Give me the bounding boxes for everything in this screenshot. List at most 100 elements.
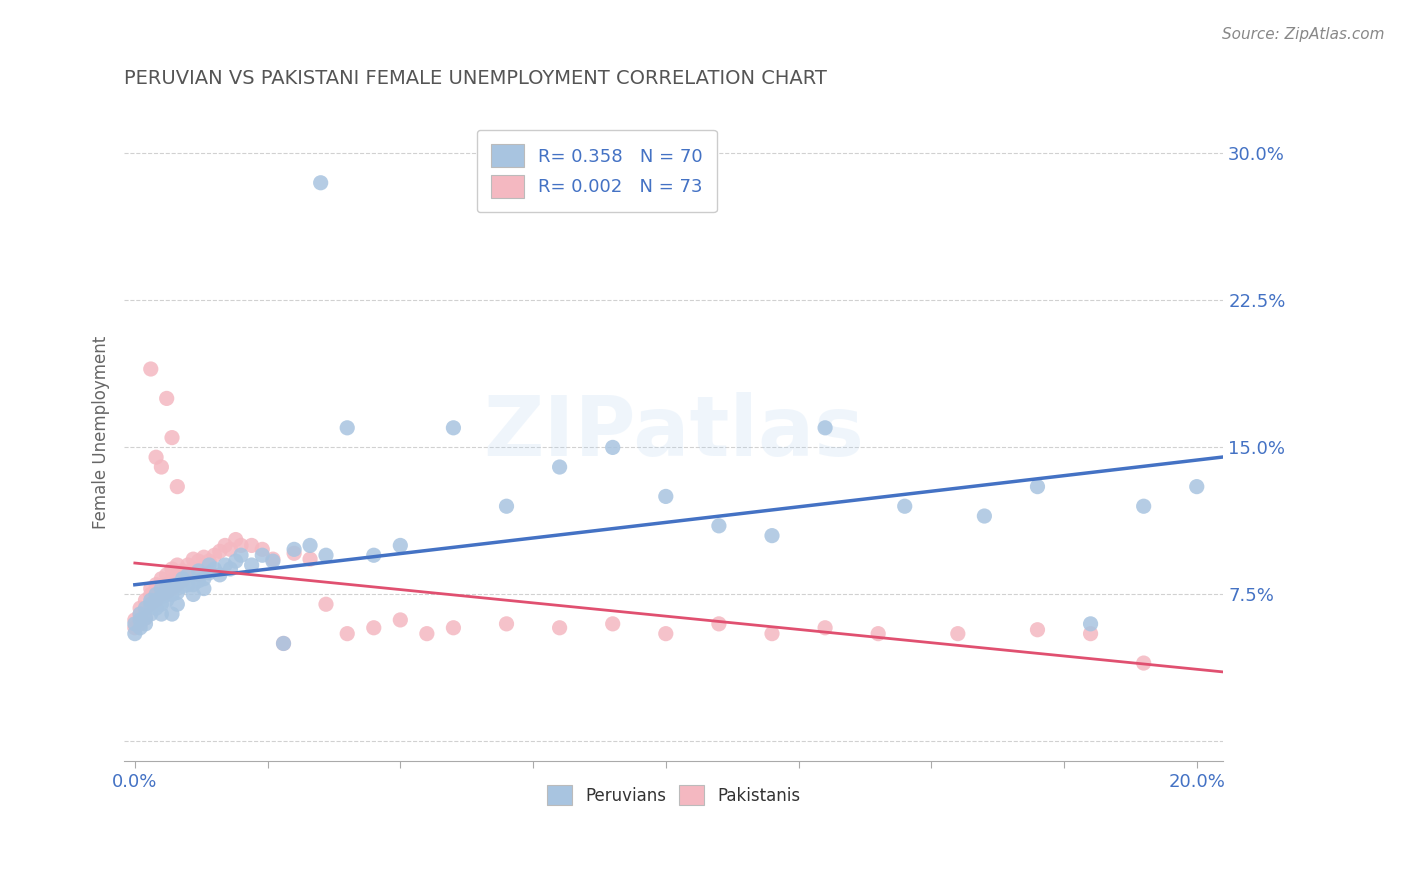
Point xyxy=(177,567,200,582)
Point xyxy=(973,509,995,524)
Point xyxy=(150,597,173,611)
Point xyxy=(299,552,322,566)
Point xyxy=(187,554,209,568)
Point xyxy=(240,538,263,552)
Point xyxy=(181,577,204,591)
Point xyxy=(160,431,183,445)
Point xyxy=(139,587,162,601)
Point xyxy=(150,572,173,586)
Point xyxy=(198,558,221,572)
Point xyxy=(315,597,337,611)
Point xyxy=(160,582,183,596)
Point xyxy=(655,490,678,504)
Point xyxy=(139,582,162,596)
Point xyxy=(129,616,152,631)
Point xyxy=(868,626,890,640)
Point xyxy=(160,562,183,576)
Point xyxy=(124,613,146,627)
Point xyxy=(129,607,152,621)
Point xyxy=(1132,656,1154,670)
Point xyxy=(225,554,247,568)
Point xyxy=(1026,623,1049,637)
Point xyxy=(150,580,173,594)
Point xyxy=(150,607,173,621)
Point xyxy=(761,528,783,542)
Point xyxy=(156,567,179,582)
Text: PERUVIAN VS PAKISTANI FEMALE UNEMPLOYMENT CORRELATION CHART: PERUVIAN VS PAKISTANI FEMALE UNEMPLOYMEN… xyxy=(124,69,827,87)
Point xyxy=(193,550,215,565)
Point xyxy=(225,533,247,547)
Point xyxy=(139,607,162,621)
Point xyxy=(181,587,204,601)
Point xyxy=(204,562,226,576)
Point xyxy=(172,564,194,578)
Point xyxy=(229,538,252,552)
Point xyxy=(187,567,209,582)
Point xyxy=(150,460,173,475)
Point xyxy=(134,616,156,631)
Point xyxy=(204,548,226,562)
Point xyxy=(145,577,167,591)
Point xyxy=(273,636,295,650)
Point xyxy=(181,562,204,576)
Point xyxy=(150,582,173,596)
Point xyxy=(198,554,221,568)
Point xyxy=(124,616,146,631)
Point xyxy=(315,548,337,562)
Point xyxy=(150,587,173,601)
Point xyxy=(156,587,179,601)
Point xyxy=(172,574,194,588)
Point xyxy=(363,621,385,635)
Point xyxy=(145,601,167,615)
Point xyxy=(283,546,305,560)
Point xyxy=(336,421,359,435)
Point xyxy=(139,362,162,376)
Point xyxy=(495,500,517,514)
Point xyxy=(707,616,730,631)
Point xyxy=(166,597,188,611)
Point xyxy=(240,558,263,572)
Point xyxy=(160,580,183,594)
Point xyxy=(193,562,215,576)
Point xyxy=(416,626,439,640)
Point xyxy=(156,582,179,596)
Point xyxy=(166,577,188,591)
Point xyxy=(129,607,152,621)
Point xyxy=(219,562,242,576)
Point xyxy=(145,587,167,601)
Point xyxy=(145,593,167,607)
Point xyxy=(208,544,231,558)
Point xyxy=(1132,500,1154,514)
Point xyxy=(214,538,236,552)
Point xyxy=(441,621,464,635)
Point xyxy=(187,564,209,578)
Point xyxy=(707,518,730,533)
Point xyxy=(160,607,183,621)
Point xyxy=(139,597,162,611)
Point xyxy=(145,593,167,607)
Point xyxy=(166,558,188,572)
Point xyxy=(134,601,156,615)
Point xyxy=(946,626,969,640)
Point xyxy=(262,554,284,568)
Point xyxy=(252,548,274,562)
Point xyxy=(129,601,152,615)
Point xyxy=(177,558,200,572)
Point xyxy=(208,567,231,582)
Point xyxy=(262,552,284,566)
Point xyxy=(172,572,194,586)
Point xyxy=(814,421,837,435)
Point xyxy=(177,577,200,591)
Point xyxy=(198,566,221,580)
Point xyxy=(761,626,783,640)
Point xyxy=(495,616,517,631)
Point xyxy=(139,597,162,611)
Legend: Peruvians, Pakistanis: Peruvians, Pakistanis xyxy=(540,778,807,812)
Point xyxy=(124,626,146,640)
Point xyxy=(145,450,167,465)
Point xyxy=(181,552,204,566)
Point xyxy=(602,616,624,631)
Point xyxy=(336,626,359,640)
Point xyxy=(160,587,183,601)
Point xyxy=(187,574,209,588)
